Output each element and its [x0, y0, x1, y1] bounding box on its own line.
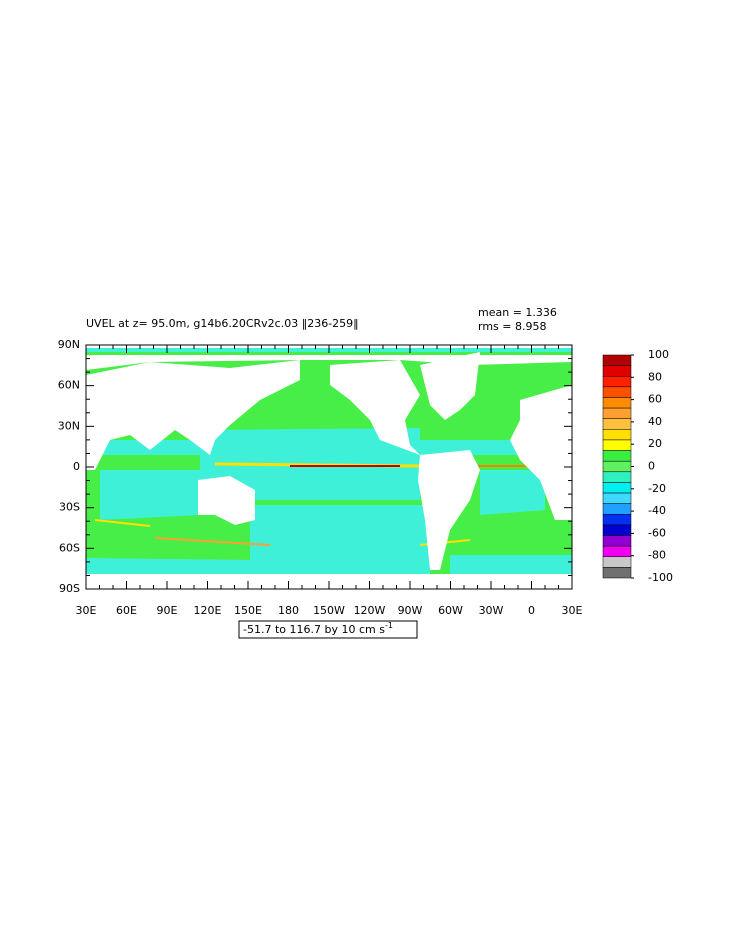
x-tick-label: 30W [479, 604, 504, 617]
y-tick-label: 90N [58, 338, 80, 351]
tick-group [85, 344, 573, 590]
colorbar-box [602, 482, 632, 494]
colorbar-box [602, 471, 632, 483]
colorbar-box [602, 450, 632, 462]
colorbar-box [602, 439, 632, 451]
contour-superscript: -1 [385, 621, 393, 630]
y-tick-label: 90S [59, 582, 80, 595]
colorbar-box [602, 545, 632, 558]
colorbar-box [602, 429, 632, 441]
colorbar-box [602, 567, 632, 579]
contour-info: -51.7 to 116.7 by 10 cm s-1 [243, 621, 393, 637]
colorbar-label: 20 [648, 437, 662, 450]
colorbar-label: -60 [648, 526, 666, 539]
colorbar-box [602, 514, 632, 526]
y-tick-label: 30N [58, 419, 80, 432]
colorbar-box [602, 397, 632, 409]
colorbar-box [602, 386, 632, 398]
colorbar-label: -100 [648, 571, 673, 584]
colorbar-label: 40 [648, 415, 662, 428]
colorbar-box [602, 365, 632, 377]
x-tick-label: 150E [234, 604, 262, 617]
contour-text: -51.7 to 116.7 by 10 cm s [243, 623, 385, 636]
colorbar-label: 80 [648, 370, 662, 383]
map-field [86, 345, 572, 589]
colorbar-box [602, 375, 632, 388]
x-tick-label: 0 [528, 604, 535, 617]
colorbar-label: 60 [648, 393, 662, 406]
x-tick-label: 90W [398, 604, 423, 617]
rms: rms = 8.958 [478, 320, 546, 333]
colorbar-box [602, 492, 632, 504]
colorbar-box [602, 535, 632, 547]
x-tick-label: 120E [194, 604, 222, 617]
y-tick-label: 60S [59, 541, 80, 554]
x-tick-label: 60W [438, 604, 463, 617]
colorbar-box [602, 503, 632, 515]
colorbar-label: -80 [648, 549, 666, 562]
info-box [238, 620, 418, 639]
colorbar-box [602, 556, 632, 568]
colorbar: 100 80 60 40 20 0 -20 -40 -60 -80 -100 [602, 348, 673, 584]
y-tick-label: 30S [59, 501, 80, 514]
x-tick-label: 150W [313, 604, 345, 617]
colorbar-box [602, 524, 632, 536]
x-tick-label: 120W [354, 604, 386, 617]
colorbar-label: 100 [648, 348, 669, 361]
colorbar-box [602, 418, 632, 430]
x-tick-label: 30E [562, 604, 583, 617]
colorbar-box [602, 460, 632, 473]
x-tick-label: 60E [116, 604, 137, 617]
colorbar-label: 0 [648, 460, 655, 473]
colorbar-label: -20 [648, 482, 666, 495]
title: UVEL at z= 95.0m, g14b6.20CRv2c.03 ‖236-… [86, 317, 359, 330]
colorbar-box [602, 407, 632, 419]
colorbar-label: -40 [648, 504, 666, 517]
x-tick-label: 90E [157, 604, 178, 617]
y-tick-label: 60N [58, 379, 80, 392]
y-tick-label: 0 [73, 460, 80, 473]
mean: mean = 1.336 [478, 306, 557, 319]
colorbar-box [602, 354, 632, 366]
x-tick-label: 180 [278, 604, 299, 617]
x-tick-label: 30E [76, 604, 97, 617]
